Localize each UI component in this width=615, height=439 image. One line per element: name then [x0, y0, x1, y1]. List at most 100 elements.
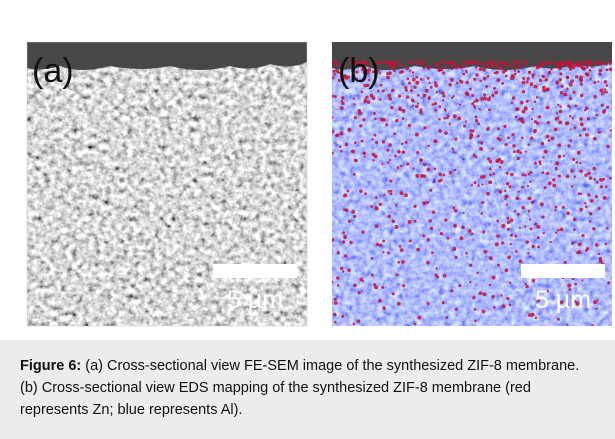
- zn-dot: [495, 159, 499, 163]
- zn-dot: [606, 105, 609, 108]
- zn-dot: [557, 62, 560, 65]
- zn-dot: [459, 104, 461, 106]
- zn-dot: [584, 202, 586, 204]
- zn-dot: [427, 77, 430, 80]
- zn-dot: [519, 259, 523, 263]
- zn-dot: [341, 102, 344, 105]
- zn-dot: [578, 60, 582, 64]
- zn-dot: [526, 100, 529, 103]
- zn-dot: [537, 246, 540, 249]
- zn-dot: [581, 67, 584, 70]
- zn-dot: [412, 78, 416, 82]
- zn-dot: [544, 150, 548, 154]
- zn-dot: [379, 203, 383, 207]
- zn-dot: [595, 307, 597, 309]
- zn-dot: [431, 103, 434, 106]
- zn-dot: [475, 73, 479, 77]
- zn-dot: [560, 73, 562, 75]
- zn-dot: [500, 294, 503, 297]
- zn-dot: [603, 91, 605, 93]
- zn-dot: [580, 83, 583, 86]
- zn-dot: [353, 323, 356, 326]
- zn-dot: [477, 184, 479, 186]
- zn-dot: [446, 316, 449, 319]
- zn-dot: [340, 267, 343, 270]
- zn-dot: [375, 224, 379, 228]
- zn-dot: [569, 83, 573, 87]
- zn-dot: [408, 220, 412, 224]
- zn-dot: [584, 109, 587, 112]
- zn-dot: [586, 66, 588, 68]
- zn-dot: [510, 173, 514, 177]
- zn-dot: [389, 97, 392, 100]
- zn-dot: [468, 229, 472, 233]
- zn-dot: [604, 88, 606, 90]
- zn-dot: [509, 282, 511, 284]
- zn-dot: [575, 161, 578, 164]
- zn-dot: [504, 190, 506, 192]
- zn-dot: [354, 116, 357, 119]
- zn-dot: [401, 260, 405, 264]
- zn-dot: [555, 117, 559, 121]
- zn-dot: [522, 110, 526, 114]
- zn-dot: [510, 243, 512, 245]
- zn-dot: [393, 69, 396, 72]
- zn-dot: [603, 109, 606, 112]
- zn-dot: [436, 91, 438, 93]
- zn-dot: [458, 284, 461, 287]
- zn-dot: [399, 245, 402, 248]
- zn-dot: [580, 193, 582, 195]
- zn-dot: [361, 91, 364, 94]
- zn-dot: [492, 172, 495, 175]
- zn-dot: [416, 151, 419, 154]
- zn-dot: [492, 276, 496, 280]
- zn-dot: [444, 109, 446, 111]
- zn-dot: [422, 234, 425, 237]
- zn-dot: [438, 118, 441, 121]
- zn-dot: [388, 143, 391, 146]
- zn-dot: [534, 223, 537, 226]
- zn-dot: [415, 133, 419, 137]
- zn-dot: [591, 324, 594, 327]
- zn-dot: [574, 175, 576, 177]
- zn-dot: [564, 261, 567, 264]
- zn-dot: [530, 82, 534, 86]
- zn-dot: [337, 251, 340, 254]
- zn-dot: [481, 63, 484, 66]
- zn-dot: [512, 96, 515, 99]
- zn-dot: [579, 169, 582, 172]
- zn-dot: [452, 207, 455, 210]
- zn-dot: [566, 211, 570, 215]
- zn-dot: [593, 300, 597, 304]
- zn-dot: [491, 94, 494, 97]
- zn-dot: [460, 80, 463, 83]
- zn-dot: [334, 73, 336, 75]
- zn-dot: [336, 134, 339, 137]
- zn-dot: [489, 160, 493, 164]
- zn-dot: [343, 208, 346, 211]
- zn-dot: [529, 181, 531, 183]
- zn-dot: [389, 179, 392, 182]
- zn-dot: [558, 175, 561, 178]
- zn-dot: [331, 116, 334, 119]
- zn-dot: [405, 89, 408, 92]
- zn-dot: [404, 86, 407, 89]
- zn-dot: [487, 127, 490, 130]
- zn-dot: [379, 98, 382, 101]
- zn-dot: [534, 100, 537, 103]
- panel-label: (a): [32, 52, 74, 90]
- zn-dot: [552, 178, 555, 181]
- zn-dot: [492, 295, 495, 298]
- zn-dot: [530, 227, 533, 230]
- zn-dot: [551, 136, 555, 140]
- zn-dot: [535, 317, 538, 320]
- zn-dot: [577, 151, 581, 155]
- zn-dot: [534, 120, 537, 123]
- zn-dot: [429, 189, 432, 192]
- zn-dot: [583, 128, 586, 131]
- zn-dot: [489, 173, 492, 176]
- zn-dot: [597, 80, 599, 82]
- zn-dot: [486, 61, 490, 65]
- zn-dot: [351, 210, 355, 214]
- zn-dot: [592, 167, 596, 171]
